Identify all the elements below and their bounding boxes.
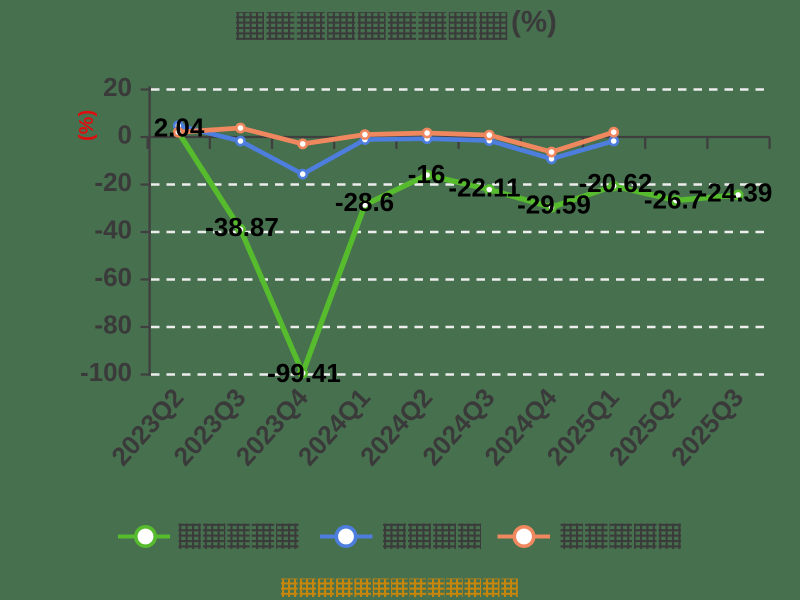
svg-text:-99.41: -99.41 bbox=[267, 358, 341, 388]
svg-text:-28.6: -28.6 bbox=[335, 187, 394, 217]
svg-text:-16: -16 bbox=[408, 159, 446, 189]
svg-text:-24.39: -24.39 bbox=[699, 178, 773, 208]
svg-text:0: 0 bbox=[118, 120, 132, 150]
svg-text:-29.59: -29.59 bbox=[517, 190, 591, 220]
svg-text:20: 20 bbox=[103, 72, 132, 102]
svg-text:-60: -60 bbox=[94, 262, 132, 292]
svg-text:-100: -100 bbox=[80, 357, 132, 387]
svg-text:-22.11: -22.11 bbox=[448, 173, 520, 203]
svg-text:-40: -40 bbox=[94, 215, 132, 245]
svg-text:(%): (%) bbox=[76, 110, 98, 141]
svg-text:-26.7: -26.7 bbox=[644, 185, 703, 215]
svg-text:(%): (%) bbox=[511, 6, 557, 39]
svg-text:-20: -20 bbox=[94, 167, 132, 197]
svg-text:-80: -80 bbox=[94, 310, 132, 340]
svg-text:2.04: 2.04 bbox=[154, 113, 205, 143]
svg-text:-38.87: -38.87 bbox=[205, 212, 279, 242]
svg-text:-20.62: -20.62 bbox=[579, 168, 653, 198]
